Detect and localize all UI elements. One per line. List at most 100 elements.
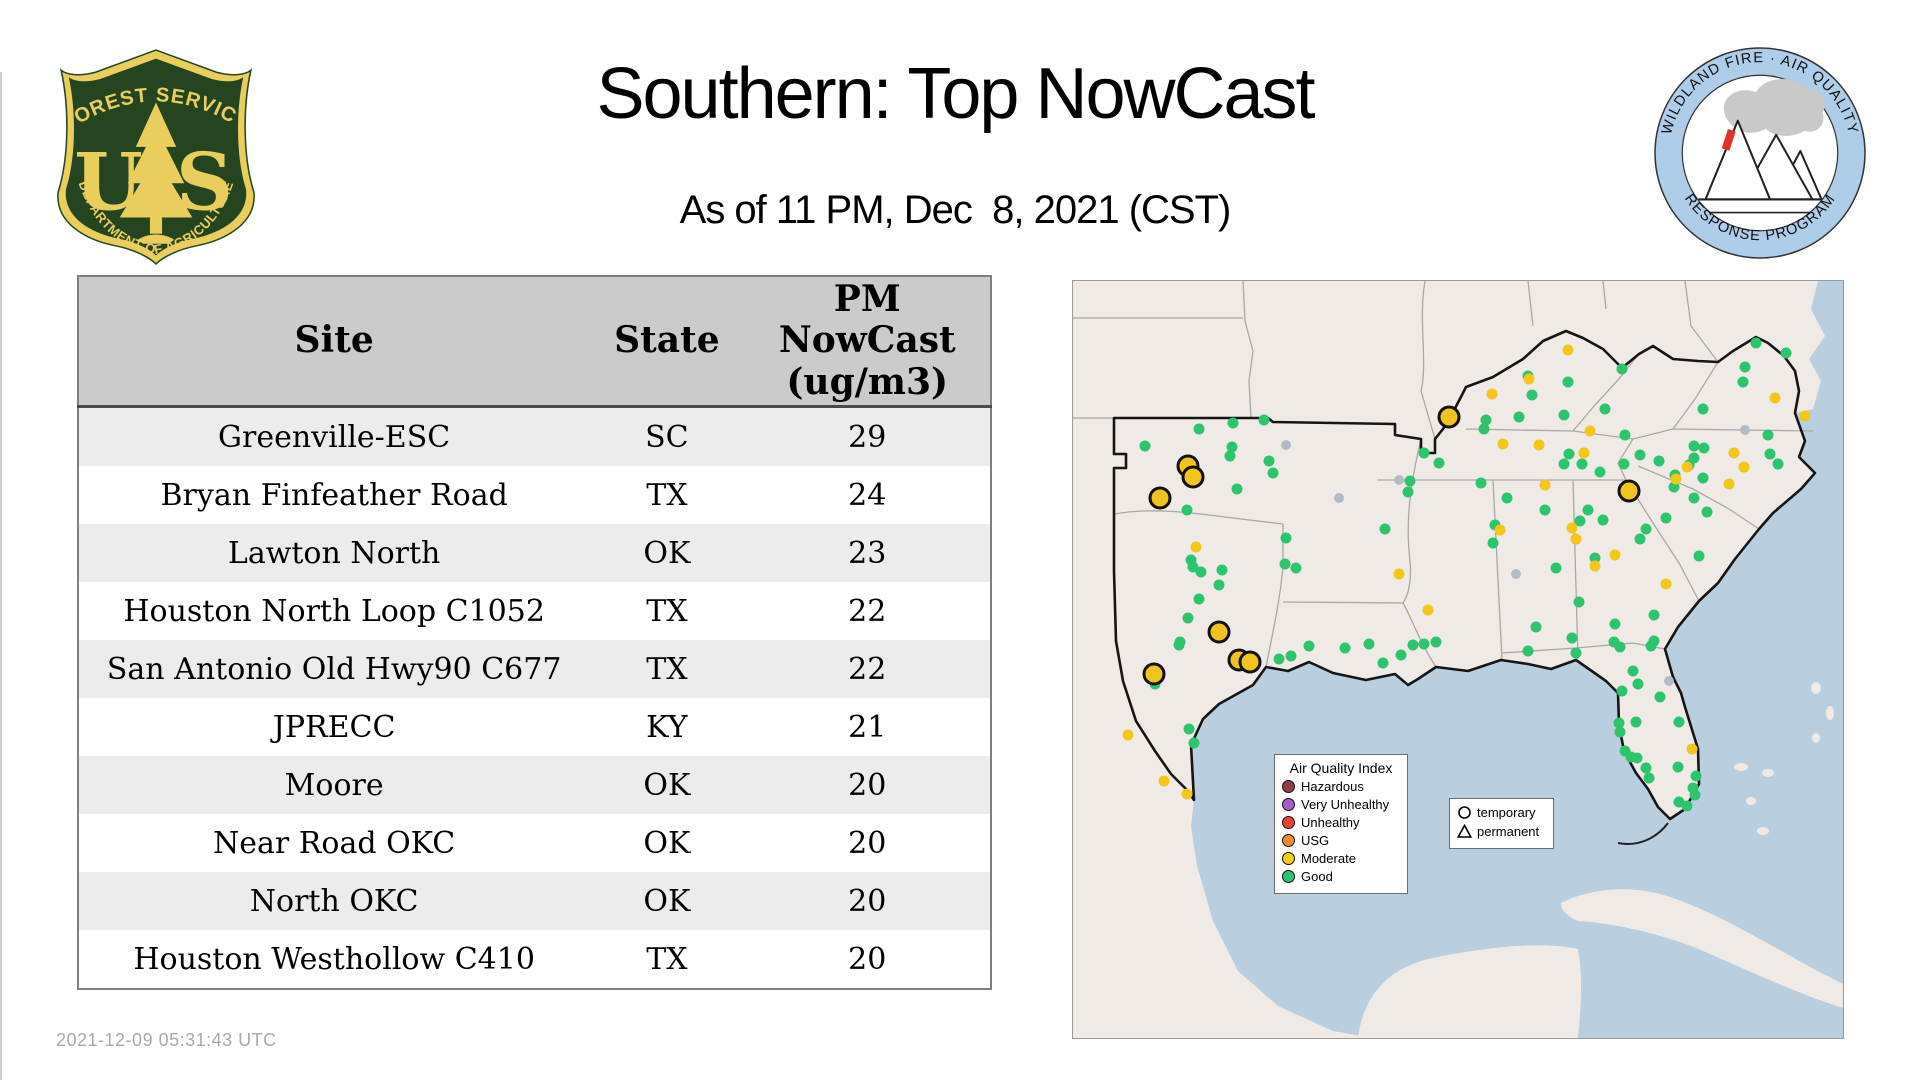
good-monitor-dot — [1619, 429, 1631, 441]
state-cell: OK — [589, 756, 745, 814]
good-monitor-dot — [1139, 440, 1151, 452]
good-monitor-dot — [1231, 483, 1243, 495]
good-monitor-dot — [1183, 723, 1195, 735]
good-monitor-dot — [1631, 752, 1643, 764]
state-cell: TX — [589, 640, 745, 698]
moderate-monitor-dot — [1609, 549, 1621, 561]
site-cell: Houston North Loop C1052 — [78, 582, 590, 640]
value-cell: 23 — [744, 524, 991, 582]
good-monitor-dot — [1501, 492, 1513, 504]
inactive-monitor-dot — [1281, 440, 1291, 450]
nowcast-table: Site State PM NowCast (ug/m3) Greenville… — [77, 275, 992, 990]
good-monitor-dot — [1475, 477, 1487, 489]
good-monitor-dot — [1688, 440, 1700, 452]
state-cell: KY — [589, 698, 745, 756]
good-monitor-dot — [1173, 639, 1185, 651]
good-monitor-dot — [1193, 593, 1205, 605]
good-monitor-dot — [1195, 566, 1207, 578]
legend-item-label: Very Unhealthy — [1301, 796, 1390, 812]
moderate-monitor-dot — [1728, 447, 1740, 459]
mainland — [1073, 281, 1825, 1038]
moderate-monitor-dot — [1190, 541, 1202, 553]
site-cell: Bryan Finfeather Road — [78, 466, 590, 524]
good-monitor-dot — [1418, 638, 1430, 650]
good-monitor-dot — [1648, 609, 1660, 621]
usfs-shield-icon: FOREST SERVICE U S DEPARTMENT OF AGRICUL… — [48, 29, 255, 266]
value-cell: 20 — [744, 756, 991, 814]
good-monitor-dot — [1614, 641, 1626, 653]
legend-item-label: temporary — [1477, 805, 1536, 820]
temporary-monitor-circle — [1617, 479, 1641, 503]
good-monitor-dot — [1563, 448, 1575, 460]
moderate-monitor-dot — [1497, 438, 1509, 450]
good-monitor-dot — [1597, 514, 1609, 526]
good-monitor-dot — [1654, 691, 1666, 703]
mountains-icon — [1704, 119, 1823, 201]
good-monitor-dot — [1634, 533, 1646, 545]
good-monitor-dot — [1558, 409, 1570, 421]
state-cell: OK — [589, 524, 745, 582]
moderate-monitor-dot — [1723, 478, 1735, 490]
moderate-monitor-dot — [1566, 522, 1578, 534]
site-cell: Houston Westhollow C410 — [78, 930, 590, 989]
good-monitor-dot — [1513, 411, 1525, 423]
table-row: Lawton North OK 23 — [78, 524, 991, 582]
value-cell: 21 — [744, 698, 991, 756]
legend-color-dot — [1282, 779, 1295, 793]
table-row: Houston Westhollow C410 TX 20 — [78, 930, 991, 989]
florida-keys — [1617, 822, 1669, 845]
inactive-monitor-dot — [1334, 493, 1344, 503]
good-monitor-dot — [1258, 414, 1270, 426]
yucatan — [1358, 945, 1582, 1038]
good-monitor-dot — [1377, 657, 1389, 669]
good-monitor-dot — [1188, 737, 1200, 749]
aqi-legend-title: Air Quality Index — [1289, 760, 1393, 776]
good-monitor-dot — [1634, 449, 1646, 461]
good-monitor-dot — [1363, 638, 1375, 650]
temporary-monitor-circle — [1238, 650, 1262, 674]
good-monitor-dot — [1689, 789, 1701, 801]
good-monitor-dot — [1339, 642, 1351, 654]
good-monitor-dot — [1613, 717, 1625, 729]
good-monitor-dot — [1690, 770, 1702, 782]
fire-mark-icon — [1721, 129, 1736, 151]
site-cell: Moore — [78, 756, 590, 814]
value-cell: 29 — [744, 406, 991, 466]
good-monitor-dot — [1407, 639, 1419, 651]
good-monitor-dot — [1182, 612, 1194, 624]
good-monitor-dot — [1688, 492, 1700, 504]
page-title: Southern: Top NowCast — [596, 54, 1315, 134]
column-header-site: Site — [78, 276, 590, 408]
good-monitor-dot — [1698, 442, 1710, 454]
good-monitor-dot — [1562, 376, 1574, 388]
moderate-monitor-dot — [1589, 560, 1601, 572]
good-monitor-dot — [1280, 532, 1292, 544]
legend-item-very-unhealthy: Very Unhealthy — [1282, 796, 1407, 812]
site-cell: Lawton North — [78, 524, 590, 582]
state-cell: TX — [589, 466, 745, 524]
wfaqrp-logo: WILDLAND FIRE · AIR QUALITY RESPONSE PRO… — [1653, 46, 1867, 260]
moderate-monitor-dot — [1681, 461, 1693, 473]
site-cell: San Antonio Old Hwy90 C677 — [78, 640, 590, 698]
good-monitor-dot — [1693, 550, 1705, 562]
good-monitor-dot — [1395, 649, 1407, 661]
moderate-monitor-dot — [1181, 788, 1193, 800]
column-header-pm-nowcast: PM NowCast (ug/m3) — [744, 276, 991, 408]
state-cell: OK — [589, 814, 745, 872]
temporary-monitor-circle — [1181, 465, 1205, 489]
legend-item-unhealthy: Unhealthy — [1282, 814, 1407, 830]
usfs-tree-icon — [119, 102, 193, 244]
good-monitor-dot — [1570, 647, 1582, 659]
cuba — [1561, 889, 1843, 1008]
good-monitor-dot — [1558, 458, 1570, 470]
table-row: Houston North Loop C1052 TX 22 — [78, 582, 991, 640]
table-row: Near Road OKC OK 20 — [78, 814, 991, 872]
moderate-monitor-dot — [1523, 373, 1535, 385]
inactive-monitor-dot — [1664, 676, 1674, 686]
good-monitor-dot — [1627, 665, 1639, 677]
generation-timestamp: 2021-12-09 05:31:43 UTC — [56, 1030, 277, 1050]
good-monitor-dot — [1609, 618, 1621, 630]
good-monitor-dot — [1430, 636, 1442, 648]
legend-item-hazardous: Hazardous — [1282, 778, 1407, 794]
